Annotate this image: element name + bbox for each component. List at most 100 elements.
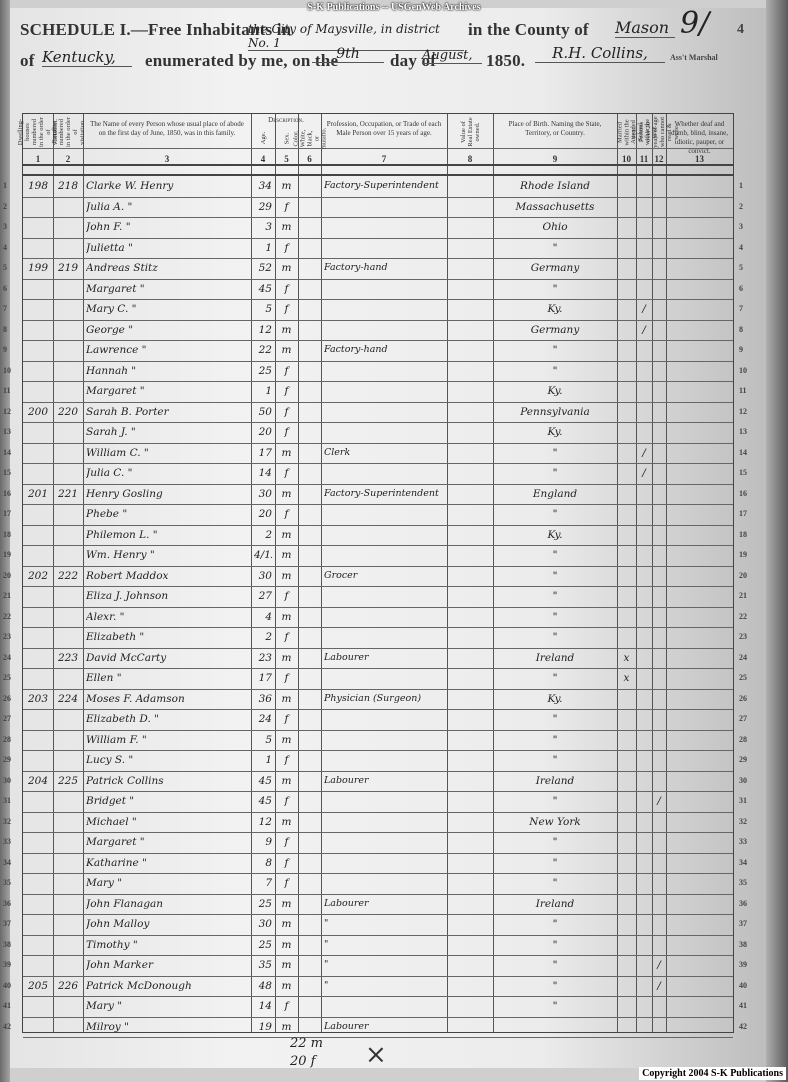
cell-birthplace: "	[552, 241, 558, 254]
column-divider	[666, 114, 667, 1032]
cell-name: Clarke W. Henry	[86, 180, 174, 192]
column-header-12: Persons over 20 years of age who cannot …	[638, 116, 680, 148]
cell-dwelling: 203	[27, 692, 49, 705]
cell-name: Julia A. "	[86, 200, 133, 213]
cell-sex: f	[284, 836, 289, 848]
day-of-label: day of	[390, 51, 437, 70]
cell-sex: m	[281, 651, 292, 664]
cell-sex: f	[284, 282, 289, 295]
cell-name: Margaret "	[86, 282, 145, 295]
line-number-right: 1	[739, 181, 743, 190]
line-number-right: 31	[739, 796, 747, 805]
column-number-5: 5	[284, 154, 289, 164]
cell-sex: f	[284, 426, 289, 438]
county-label: in the County of	[468, 20, 589, 39]
column-header-7: Profession, Occupation, or Trade of each…	[326, 120, 442, 137]
cell-birthplace: "	[552, 590, 558, 602]
cell-occupation: Factory-hand	[324, 344, 388, 355]
cell-birthplace: "	[552, 467, 558, 479]
row-divider	[23, 196, 733, 198]
cell-name: Bridget "	[86, 795, 135, 807]
cell-name: Eliza J. Johnson	[86, 590, 169, 602]
cell-birthplace: Rhode Island	[520, 180, 590, 192]
row-divider	[23, 627, 733, 628]
column-divider	[83, 114, 84, 1032]
row-divider	[23, 1037, 733, 1038]
cell-sex: f	[284, 241, 289, 254]
line-number-right: 19	[739, 550, 747, 559]
line-number-right: 26	[739, 693, 747, 703]
cell-age: 14	[258, 467, 272, 479]
cell-name: John Malloy	[86, 918, 150, 930]
line-number-right: 11	[739, 386, 747, 395]
cell-birthplace: Germany	[530, 262, 580, 274]
cell-birthplace: "	[552, 344, 558, 356]
cell-sex: f	[284, 713, 289, 725]
cell-name: Mary "	[86, 1000, 123, 1012]
line-number-left: 3	[3, 222, 7, 231]
column-divider	[636, 114, 637, 1032]
column-number-10: 10	[622, 154, 631, 164]
column-divider	[493, 114, 494, 1032]
cell-sex: m	[281, 446, 292, 459]
cell-sex: m	[281, 487, 292, 500]
line-number-right: 14	[739, 447, 747, 457]
column-divider	[447, 114, 448, 1032]
cell-family: 223	[57, 651, 79, 664]
cell-occupation: "	[324, 979, 329, 991]
cell-sex: m	[281, 569, 292, 582]
cell-name: Henry Gosling	[86, 487, 163, 500]
cell-age: 19	[258, 1020, 272, 1033]
row-divider	[23, 299, 733, 300]
cell-name: Julia C. "	[86, 467, 133, 479]
cell-c12: /	[657, 979, 661, 992]
cell-name: William C. "	[86, 446, 149, 459]
row-divider	[23, 770, 733, 772]
cell-name: Milroy "	[86, 1020, 129, 1033]
cell-name: Timothy "	[86, 938, 138, 951]
header-bottom-border	[23, 164, 733, 166]
cell-sex: f	[284, 405, 289, 418]
cell-birthplace: "	[552, 610, 558, 623]
cell-sex: m	[281, 344, 292, 356]
column-divider	[251, 114, 252, 1032]
row-divider	[23, 1016, 733, 1018]
cell-birthplace: "	[552, 508, 558, 520]
line-number-left: 30	[3, 775, 11, 785]
cell-c12: /	[657, 959, 661, 971]
cell-birthplace: Ky.	[547, 692, 563, 705]
cell-birthplace: "	[552, 836, 558, 848]
row-divider	[23, 709, 733, 710]
cell-sex: f	[284, 508, 289, 520]
line-number-left: 11	[3, 386, 11, 395]
row-divider	[23, 606, 733, 608]
cell-dwelling: 198	[27, 180, 49, 192]
cell-occupation: "	[324, 918, 329, 929]
column-divider	[53, 114, 54, 1032]
cell-name: John Marker	[86, 959, 154, 971]
line-number-right: 29	[739, 755, 747, 764]
cell-sex: f	[284, 200, 289, 213]
line-number-left: 34	[3, 857, 11, 867]
cell-age: 35	[258, 959, 272, 971]
column-number-12: 12	[654, 154, 664, 164]
cell-age: 29	[258, 200, 272, 213]
cell-birthplace: "	[552, 713, 558, 725]
line-number-right: 8	[739, 324, 743, 334]
line-number-left: 6	[3, 283, 7, 293]
cell-birthplace: "	[552, 754, 558, 766]
line-number-right: 5	[739, 263, 743, 272]
cell-sex: m	[281, 897, 292, 910]
cell-age: 1	[265, 241, 272, 254]
row-divider	[23, 975, 733, 977]
cell-name: Sarah J. "	[86, 426, 136, 438]
cell-sex: m	[281, 774, 292, 787]
cell-name: Moses F. Adamson	[86, 692, 185, 705]
cell-occupation: Grocer	[324, 569, 358, 581]
line-number-left: 21	[3, 591, 11, 600]
archive-watermark: S-K Publications -- USGenWeb Archives	[307, 2, 481, 13]
cell-age: 25	[258, 897, 272, 910]
data-top-border	[23, 174, 733, 176]
cell-dwelling: 201	[27, 487, 49, 500]
cell-family: 222	[57, 569, 79, 582]
